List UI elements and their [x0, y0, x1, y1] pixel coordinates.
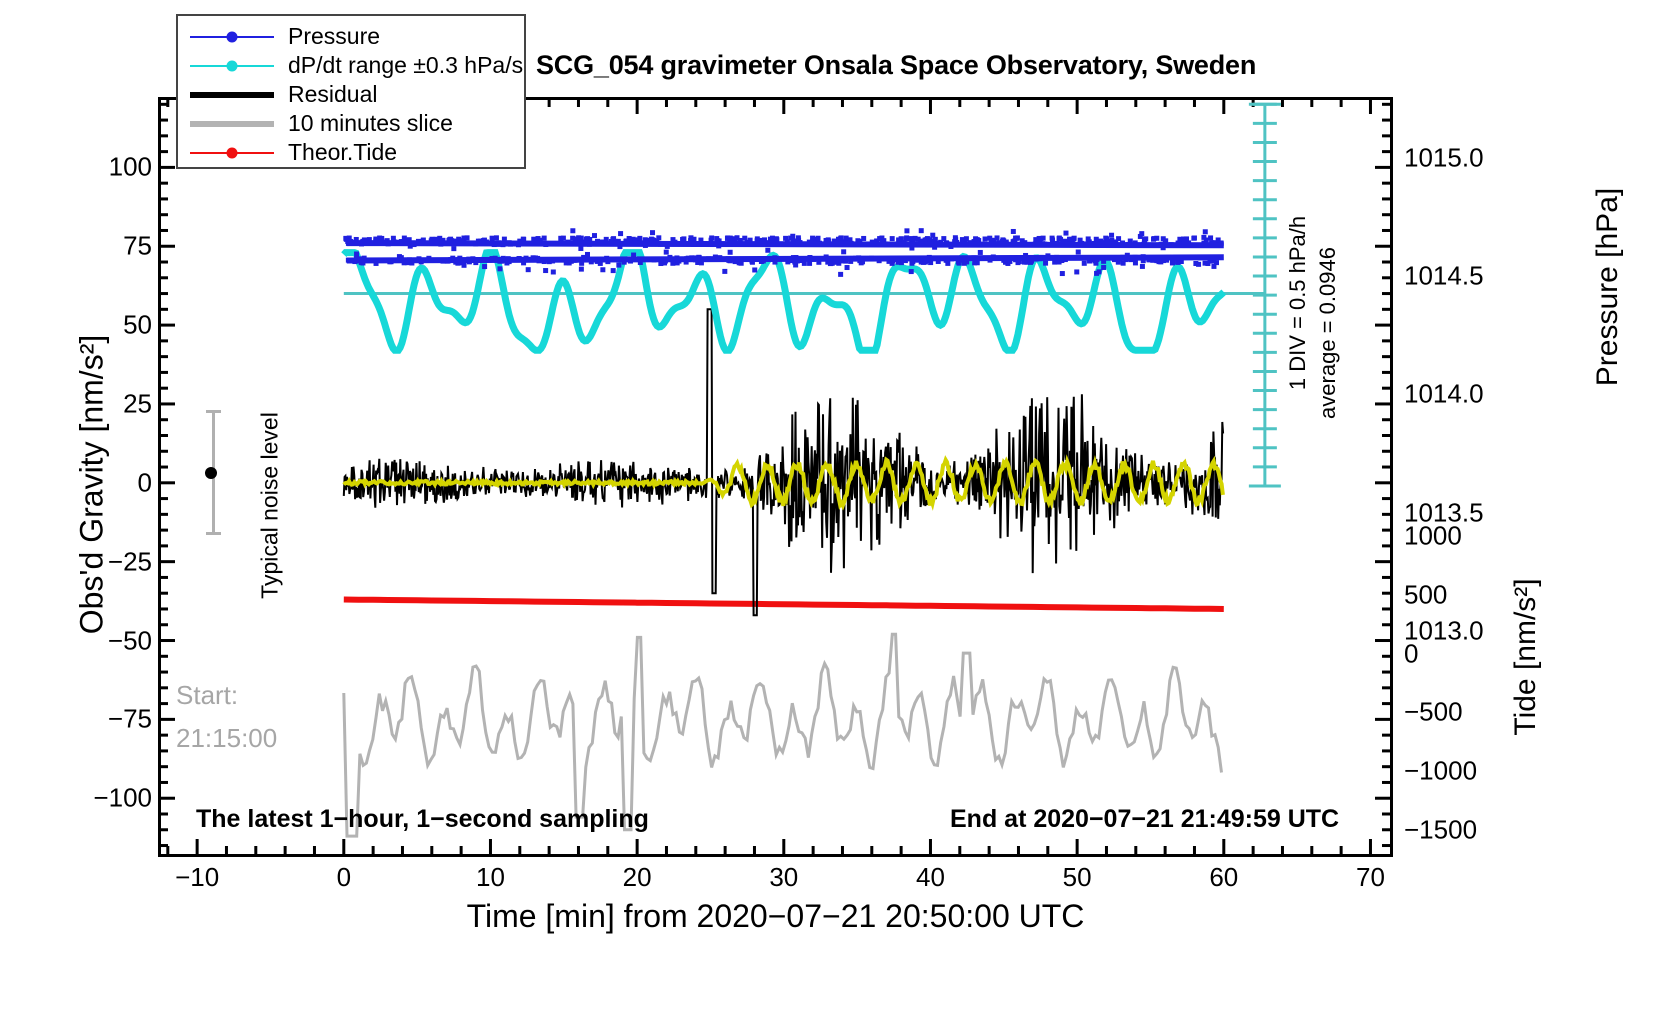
x-tick: 50	[1062, 862, 1092, 892]
y-tick-tide: 1000	[1404, 520, 1462, 551]
x-tick: 20	[622, 862, 652, 892]
legend-item-residual: Residual	[186, 80, 516, 109]
chart-title: SCG_054 gravimeter Onsala Space Observat…	[536, 50, 1257, 80]
legend-item-theor-tide: Theor.Tide	[186, 138, 516, 167]
y-tick-pressure: 1015.0	[1404, 142, 1484, 173]
x-tick: 0	[336, 862, 352, 892]
legend-label-slice: 10 minutes slice	[288, 110, 453, 136]
legend-label-pressure: Pressure	[288, 23, 381, 49]
y-tick-pressure: 1014.0	[1404, 378, 1484, 409]
legend-label-theor-tide: Theor.Tide	[288, 139, 398, 165]
series-residual	[342, 308, 1225, 617]
legend-swatch-slice	[186, 114, 278, 134]
legend-swatch-theor-tide	[186, 143, 278, 163]
series-ten-minute-overlay	[342, 454, 1225, 511]
y-tick-pressure: 1014.5	[1404, 260, 1484, 291]
pressure-lower-band	[346, 254, 1224, 264]
y-tick-tide: −500	[1404, 696, 1463, 727]
x-tick: 60	[1209, 862, 1239, 892]
legend-swatch-residual	[186, 85, 278, 105]
y-tick-left: −75	[107, 703, 152, 734]
y-tick-tide: 500	[1404, 579, 1448, 610]
start-label: Start:	[176, 680, 239, 710]
x-tick: 10	[475, 862, 505, 892]
legend: Pressure dP/dt range ±0.3 hPa/s Residual…	[176, 14, 526, 169]
legend-item-slice: 10 minutes slice	[186, 109, 516, 138]
x-tick: 30	[769, 862, 799, 892]
plot-frame	[158, 97, 1393, 857]
x-axis-label: Time [min] from 2020−07−21 20:50:00 UTC	[466, 898, 1085, 934]
footer-right-note: End at 2020−07−21 21:49:59 UTC	[950, 805, 1340, 833]
y-axis-label-pressure: Pressure [hPa]	[1591, 187, 1624, 387]
y-tick-pressure: 1013.0	[1404, 615, 1484, 646]
y-tick-left: 100	[108, 151, 152, 182]
legend-item-pressure: Pressure	[186, 22, 516, 51]
x-tick: 70	[1355, 862, 1385, 892]
legend-swatch-dpdt	[186, 56, 278, 76]
pressure-upper-band	[346, 240, 1224, 249]
x-tick: 40	[915, 862, 945, 892]
y-axis-label-tide: Tide [nm/s²]	[1509, 578, 1542, 736]
y-tick-left: 75	[123, 230, 152, 261]
start-time: 21:15:00	[176, 723, 278, 753]
legend-item-dpdt: dP/dt range ±0.3 hPa/s	[186, 51, 523, 80]
legend-swatch-pressure	[186, 27, 278, 47]
y-tick-left: 50	[123, 309, 152, 340]
y-tick-tide: −1000	[1404, 755, 1478, 786]
footer-left-note: The latest 1−hour, 1−second sampling	[196, 805, 649, 833]
y-tick-left: −100	[93, 782, 152, 813]
y-tick-pressure: 1013.5	[1404, 497, 1484, 528]
series-10-minutes-slice	[342, 632, 1223, 838]
legend-label-dpdt: dP/dt range ±0.3 hPa/s	[288, 52, 524, 78]
noise-level-point	[205, 467, 217, 479]
scale-div-label: 1 DIV = 0.5 hPa/h	[1285, 215, 1310, 391]
y-tick-left: −25	[107, 546, 152, 577]
series-theor-tide	[343, 596, 1224, 612]
y-tick-tide: 0	[1404, 638, 1419, 669]
average-label: average = 0.0946	[1315, 247, 1340, 419]
y-axis-label-left: Obs'd Gravity [nm/s²]	[73, 334, 110, 635]
x-tick: −10	[175, 862, 220, 892]
y-tick-tide: −1500	[1404, 814, 1478, 845]
y-tick-left: 25	[123, 388, 152, 419]
noise-level-label: Typical noise level	[256, 412, 283, 599]
series-dpdt-range	[341, 249, 1227, 354]
y-tick-left: −50	[107, 625, 152, 656]
pressure-scale-bar	[1248, 102, 1281, 488]
legend-label-residual: Residual	[288, 81, 378, 107]
y-tick-left: 0	[137, 467, 152, 498]
